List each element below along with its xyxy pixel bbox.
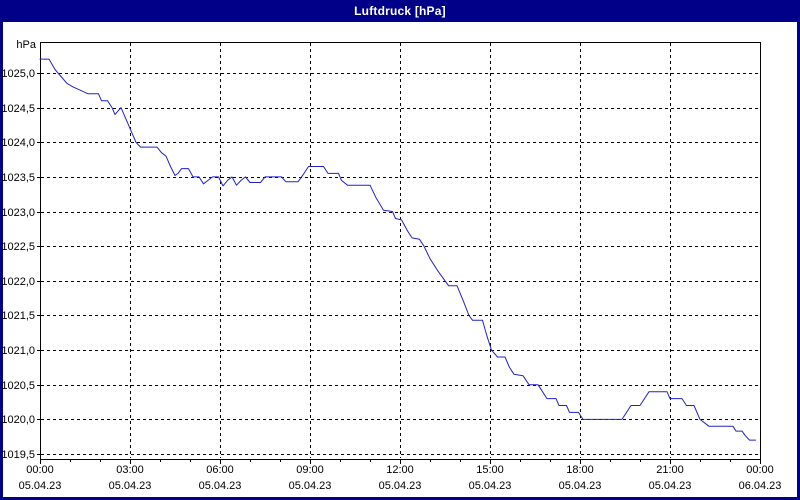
x-tick-date-label: 05.04.23 bbox=[559, 480, 602, 492]
x-tick-date-label: 05.04.23 bbox=[289, 480, 332, 492]
x-tick-date-label: 05.04.23 bbox=[469, 480, 512, 492]
x-tick-date-label: 05.04.23 bbox=[379, 480, 422, 492]
x-tick-time-label: 18:00 bbox=[566, 464, 594, 476]
y-tick-label: 1023,5 bbox=[1, 172, 35, 184]
x-tick-time-label: 12:00 bbox=[386, 464, 414, 476]
x-tick-date-label: 05.04.23 bbox=[199, 480, 242, 492]
y-tick-label: 1024,5 bbox=[1, 103, 35, 115]
y-tick-label: 1025,0 bbox=[1, 68, 35, 80]
gridlines bbox=[41, 43, 759, 458]
y-tick-label: 1023,0 bbox=[1, 207, 35, 219]
x-tick-time-label: 09:00 bbox=[296, 464, 324, 476]
x-tick-time-label: 21:00 bbox=[656, 464, 684, 476]
x-tick-date-label: 05.04.23 bbox=[109, 480, 152, 492]
axis-ticks bbox=[37, 73, 761, 464]
x-tick-time-label: 15:00 bbox=[476, 464, 504, 476]
x-tick-date-label: 05.04.23 bbox=[649, 480, 692, 492]
chart-title: Luftdruck [hPa] bbox=[354, 4, 446, 18]
y-axis-labels: 1025,0 1024,5 1024,0 1023,5 1023,0 1022,5 1022… bbox=[1, 39, 37, 461]
y-tick-label: 1024,0 bbox=[1, 137, 35, 149]
pressure-series-line bbox=[39, 58, 756, 441]
x-tick-time-label: 00:00 bbox=[26, 464, 54, 476]
chart-title-bar: Luftdruck [hPa] bbox=[0, 0, 800, 22]
y-tick-label: 1022,0 bbox=[1, 276, 35, 288]
x-tick-time-label: 03:00 bbox=[116, 464, 144, 476]
y-tick-label: 1020,0 bbox=[1, 414, 35, 426]
x-tick-date-label: 06.04.23 bbox=[739, 480, 782, 492]
x-tick-date-label: 05.04.23 bbox=[19, 480, 62, 492]
y-tick-label: 1021,0 bbox=[1, 345, 35, 357]
x-tick-time-label: 06:00 bbox=[206, 464, 234, 476]
y-axis-unit-label: hPa bbox=[16, 39, 36, 51]
y-tick-label: 1022,5 bbox=[1, 241, 35, 253]
y-tick-label: 1021,5 bbox=[1, 310, 35, 322]
y-tick-label: 1019,5 bbox=[1, 449, 35, 461]
x-axis-labels: 00:00 05.04.23 03:00 05.04.23 06:00 05.04.23 0… bbox=[19, 464, 782, 492]
x-tick-time-label: 00:00 bbox=[746, 464, 774, 476]
y-tick-label: 1020,5 bbox=[1, 380, 35, 392]
